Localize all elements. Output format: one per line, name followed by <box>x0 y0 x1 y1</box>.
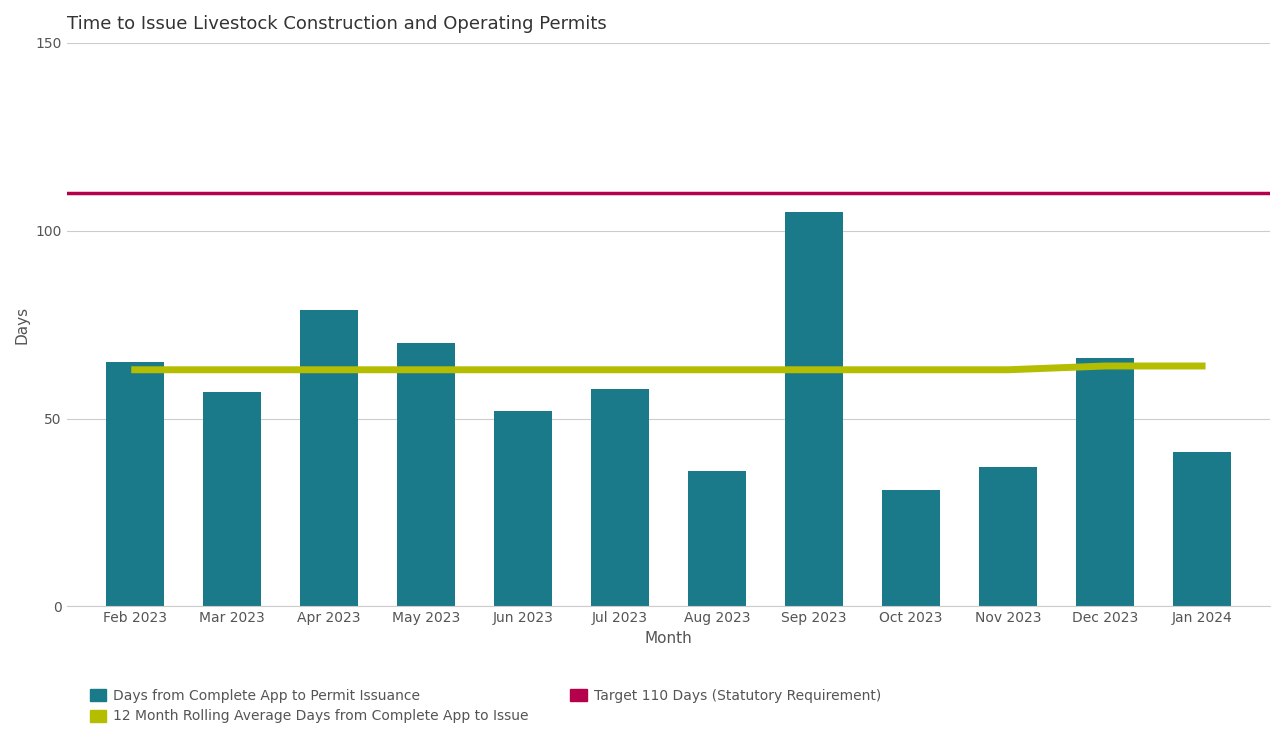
Text: Time to Issue Livestock Construction and Operating Permits: Time to Issue Livestock Construction and… <box>67 15 607 33</box>
Bar <box>105 362 163 607</box>
Bar <box>591 388 649 607</box>
Bar <box>979 467 1037 607</box>
Bar <box>397 343 455 607</box>
Legend: Days from Complete App to Permit Issuance, 12 Month Rolling Average Days from Co: Days from Complete App to Permit Issuanc… <box>84 683 887 729</box>
X-axis label: Month: Month <box>645 631 693 646</box>
Bar <box>687 471 747 607</box>
Bar <box>299 309 359 607</box>
Bar <box>203 392 261 607</box>
Bar <box>785 212 843 607</box>
Bar <box>882 490 941 607</box>
Y-axis label: Days: Days <box>15 306 30 344</box>
Bar <box>1173 452 1231 607</box>
Bar <box>1076 358 1135 607</box>
Bar <box>493 411 553 607</box>
